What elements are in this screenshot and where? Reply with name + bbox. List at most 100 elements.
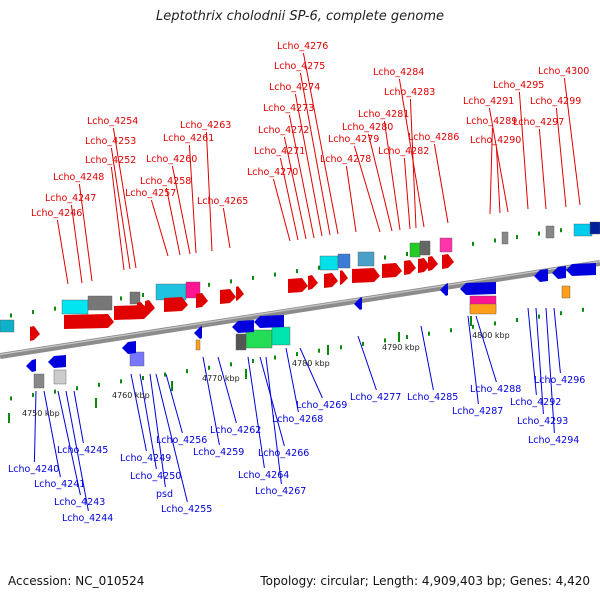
tick [340,345,342,350]
gene-label: Lcho_4289 [466,116,517,127]
reverse-gene-arrow [534,269,548,282]
feature-box [545,225,555,239]
gene-label: Lcho_4287 [452,406,503,417]
label-leader [345,165,357,233]
tick [252,358,254,363]
gene-label: Lcho_4249 [120,453,171,464]
reverse-gene-arrow [194,326,202,339]
label-leader [43,390,61,478]
gene-label: Lcho_4294 [528,435,579,446]
label-leader [467,315,479,405]
label-leader [56,219,69,285]
label-leader [538,128,547,210]
reverse-gene-arrow [254,315,284,328]
feature-box [357,251,375,267]
kbp-label: 4780 kbp [292,359,330,368]
label-leader [403,157,411,230]
gene-label: Lcho_4264 [238,470,289,481]
gene-label: Lcho_4255 [161,504,212,515]
label-leader [139,373,157,470]
tick [274,272,276,277]
gene-label: Lcho_4267 [255,486,306,497]
label-leader [383,120,401,231]
reverse-gene-arrow [552,266,566,279]
label-leader [33,390,37,463]
label-leader [398,78,425,228]
label-leader [130,373,147,452]
gene-arrows [26,254,596,372]
tick [472,324,474,329]
label-leader [299,347,323,399]
tick [296,269,298,274]
feature-box [409,242,421,258]
tick [494,321,496,326]
tick [10,396,12,401]
label-leader [222,207,231,249]
kbp-labels: 4750 kbp 4760 kbp 4770 kbp 4780 kbp 4790 kbp… [22,331,510,418]
major-tick [95,398,97,408]
label-leader [205,131,213,252]
label-leader [527,307,537,396]
label-leader [259,356,285,447]
tick [450,328,452,333]
tick [560,228,562,233]
gene-label: Lcho_4259 [193,447,244,458]
reverse-gene-arrow [566,263,596,276]
major-tick [8,413,10,423]
feature-box [235,333,247,351]
gene-label: Lcho_4250 [130,471,181,482]
forward-gene-arrow [288,278,308,293]
label-leader [285,347,299,413]
map-title: Leptothrix cholodnii SP-6, complete geno… [156,9,444,24]
label-leader [299,72,331,236]
backbone-highlight [0,260,600,356]
forward-gene-arrow [418,258,430,273]
gene-label: Lcho_4252 [85,155,136,166]
gene-label: Lcho_4271 [254,146,305,157]
tick [296,352,298,357]
label-leader [489,127,493,215]
label-leader [165,373,183,434]
gene-label: Lcho_4268 [272,414,323,425]
tick [428,331,430,336]
gene-label: Lcho_4291 [463,96,514,107]
tick [406,252,408,257]
feature-box [501,231,509,245]
feature-box [589,221,600,235]
gene-label: Lcho_4276 [277,41,328,52]
gene-label: Lcho_4261 [163,133,214,144]
tick [186,369,188,374]
label-leader [302,52,339,235]
forward-gene-arrow [340,270,348,285]
feature-box [319,255,339,271]
label-leader [70,204,83,284]
label-leader [149,373,166,488]
gene-label: Lcho_4240 [8,464,59,475]
feature-box [469,303,497,315]
feature-box [87,295,113,311]
feature-box [129,351,145,367]
gene-label: Lcho_4273 [263,103,314,114]
forward-gene-arrow [220,289,236,304]
kbp-label: 4770 kbp [202,374,240,383]
gene-label: Lcho_4296 [534,375,585,386]
tick [120,379,122,384]
reverse-gene-arrow [26,359,36,372]
gene-label: Lcho_4297 [513,117,564,128]
feature-box [195,339,201,351]
tick [318,348,320,353]
gene-label: Lcho_4282 [378,146,429,157]
reverse-gene-arrow [48,355,66,368]
tick [384,255,386,260]
reverse-gene-arrow [440,283,448,296]
forward-gene-arrow [428,256,438,271]
gene-label: Lcho_4286 [408,132,459,143]
major-tick [171,381,173,391]
feature-box [573,223,593,237]
feature-box [337,253,351,269]
forward-gene-arrow [236,286,244,301]
label-leader [288,114,315,239]
major-tick [327,345,329,355]
kbp-label: 4750 kbp [22,409,60,418]
gene-label: Lcho_4283 [384,87,435,98]
